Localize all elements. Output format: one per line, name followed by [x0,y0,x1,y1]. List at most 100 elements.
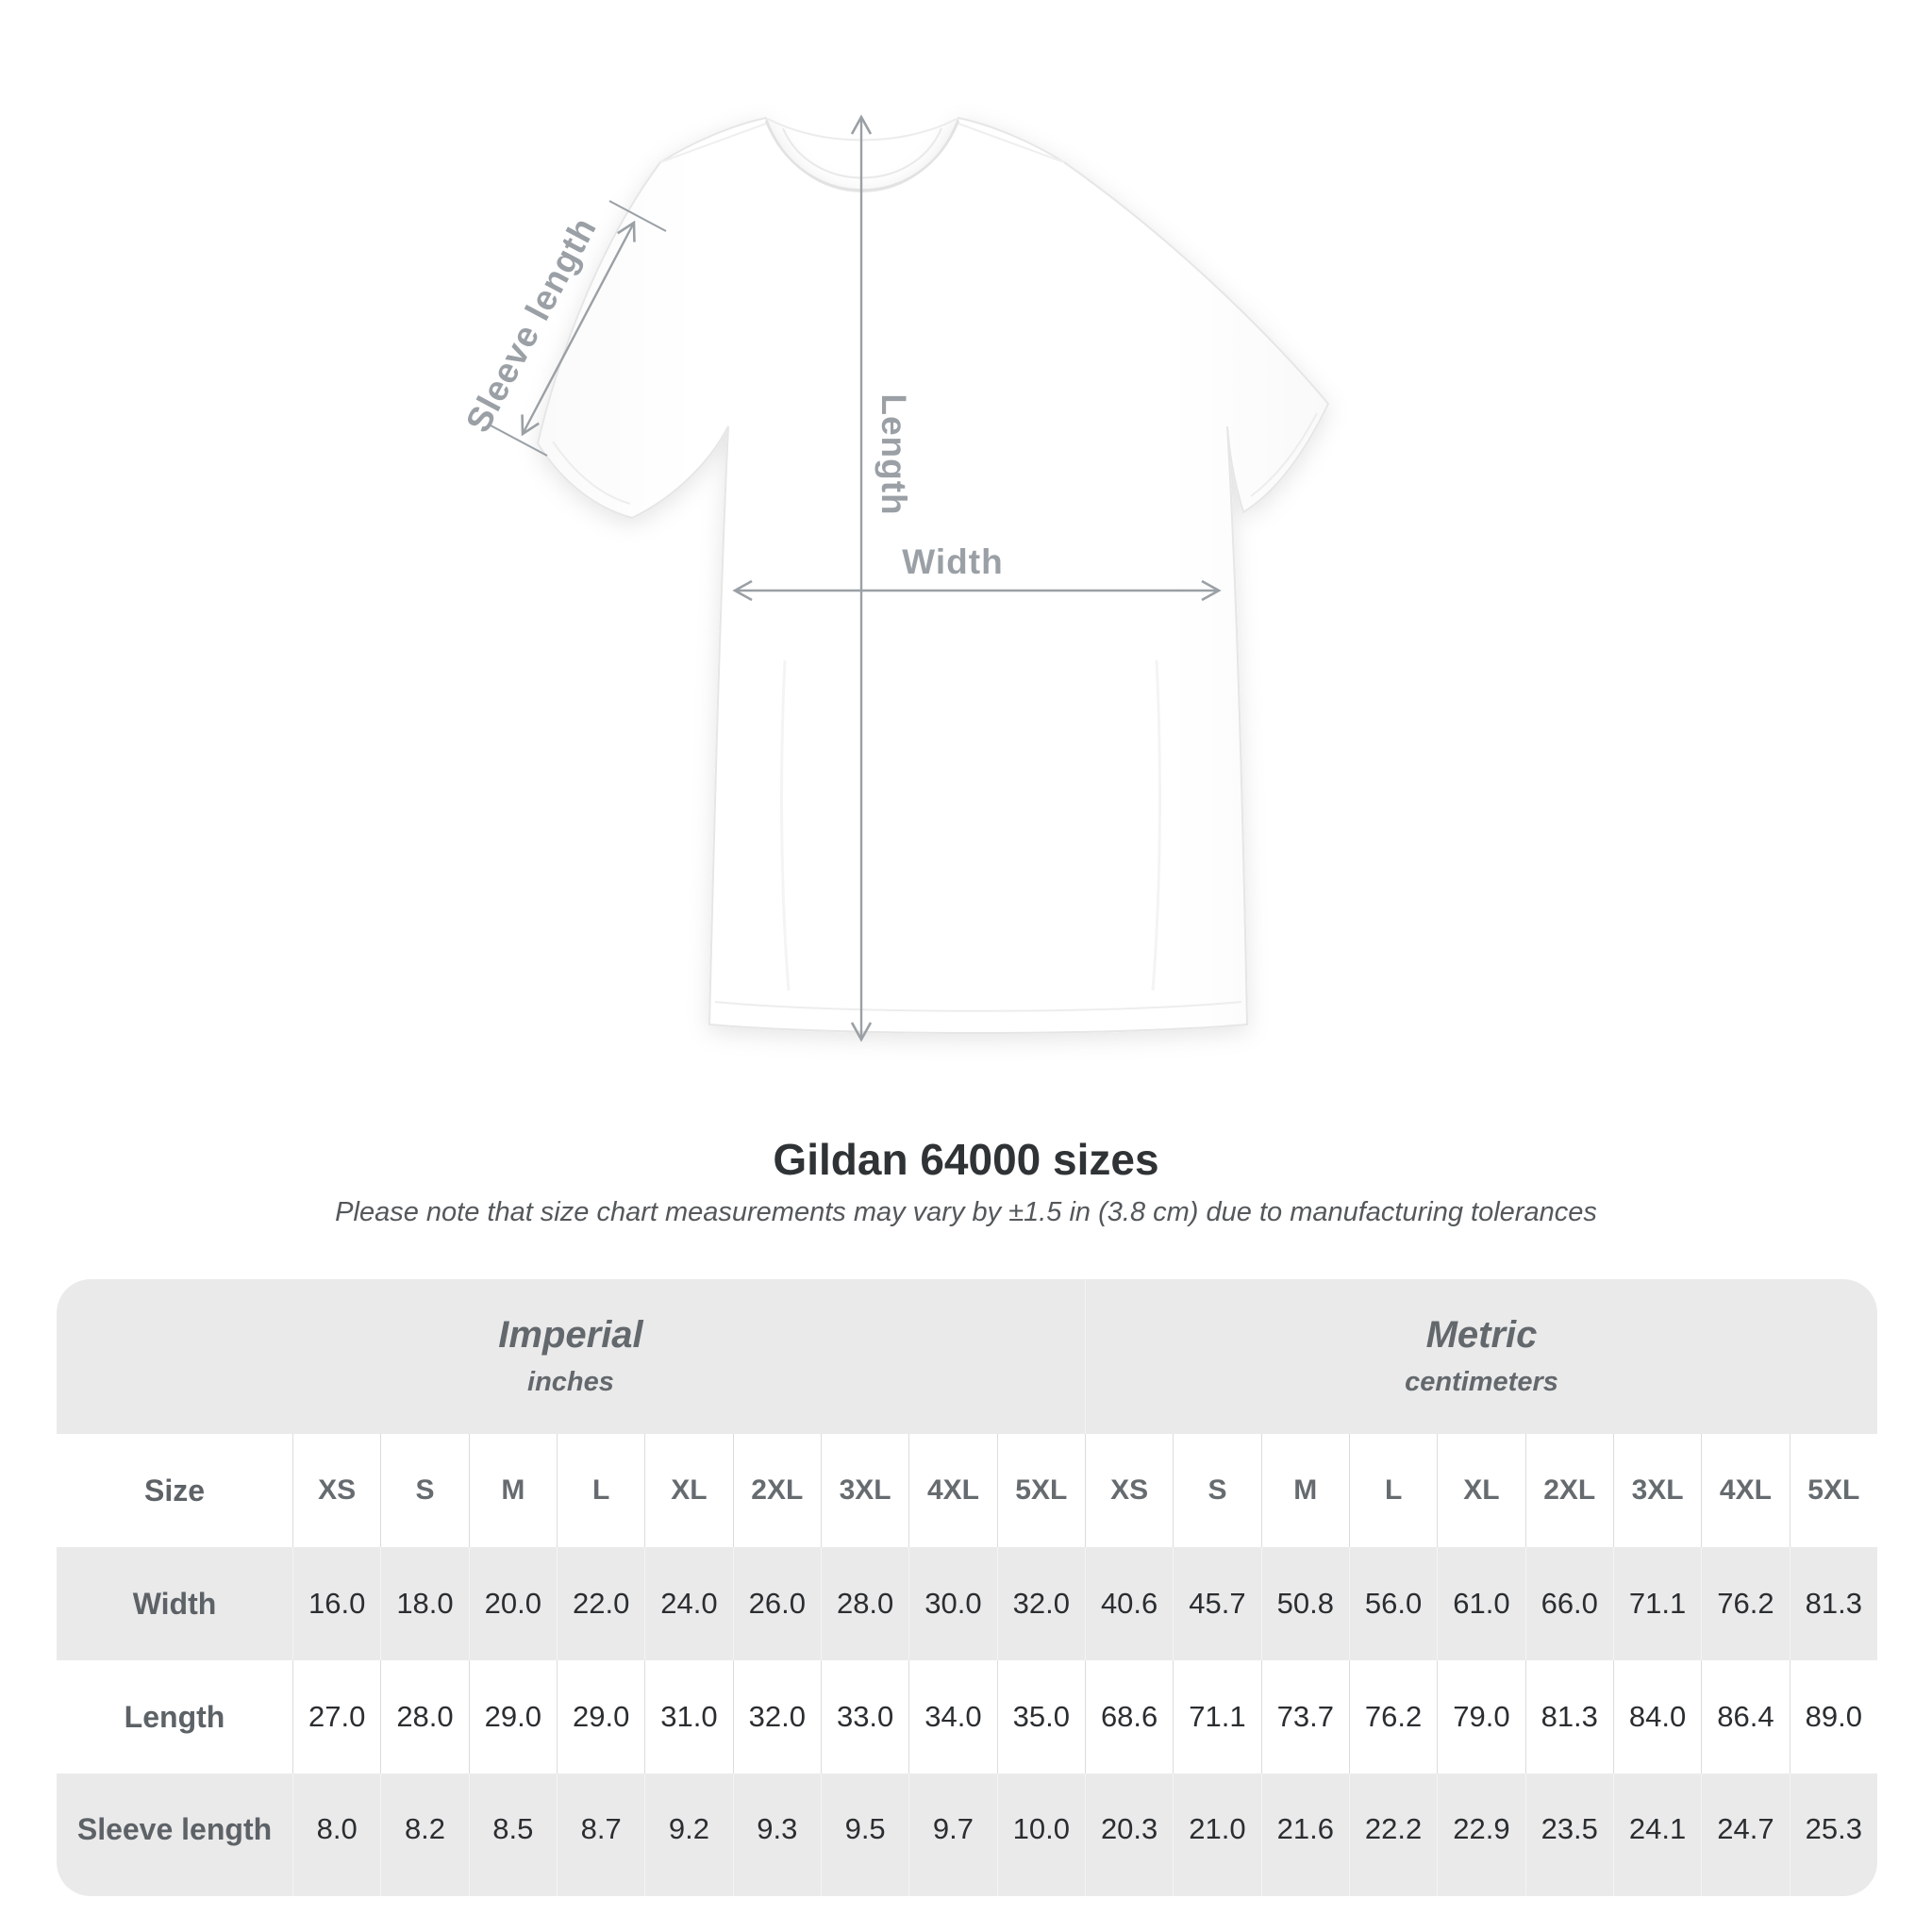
size-header-cell: 3XL [1612,1434,1701,1547]
width-value-cell: 40.6 [1084,1547,1173,1660]
length-value-cell: 33.0 [820,1660,908,1774]
width-value-cell: 66.0 [1524,1547,1613,1660]
size-header-cell: 4XL [908,1434,996,1547]
sleeve-value-cell: 10.0 [996,1774,1085,1896]
size-header-cell: XL [1437,1434,1524,1547]
size-header-cell: S [380,1434,468,1547]
size-header-row: Size XS S M L XL 2XL 3XL 4XL 5XL XS S M … [57,1434,1877,1547]
sleeve-value-cell: 21.6 [1260,1774,1349,1896]
width-value-cell: 61.0 [1437,1547,1524,1660]
length-value-cell: 84.0 [1612,1660,1701,1774]
row-label-width: Width [132,1586,217,1621]
width-value-cell: 81.3 [1789,1547,1877,1660]
width-value-cell: 30.0 [908,1547,996,1660]
width-value-cell: 45.7 [1173,1547,1260,1660]
tshirt-body [536,116,1330,1034]
sleeve-value-cell: 24.1 [1612,1774,1701,1896]
length-value-cell: 68.6 [1084,1660,1173,1774]
sleeve-value-cell: 9.2 [644,1774,732,1896]
sleeve-value-cell: 22.9 [1437,1774,1524,1896]
width-label: Width [902,542,1003,581]
sleeve-dimension-arrow [521,220,636,437]
length-value-cell: 89.0 [1789,1660,1877,1774]
width-row: Width 16.0 18.0 20.0 22.0 24.0 26.0 28.0… [57,1547,1877,1660]
size-header-cell: XL [644,1434,732,1547]
length-value-cell: 31.0 [644,1660,732,1774]
size-header-cell: M [468,1434,557,1547]
length-value-cell: 28.0 [380,1660,468,1774]
page-title: Gildan 64000 sizes [773,1135,1159,1184]
row-label-length: Length [124,1699,225,1734]
length-value-cell: 29.0 [468,1660,557,1774]
length-value-cell: 32.0 [732,1660,821,1774]
size-header-cell: 5XL [1789,1434,1877,1547]
size-header-cell: 2XL [1524,1434,1613,1547]
length-value-cell: 27.0 [292,1660,380,1774]
length-value-cell: 86.4 [1701,1660,1789,1774]
length-row: Length 27.0 28.0 29.0 29.0 31.0 32.0 33.… [57,1660,1877,1774]
metric-units-label: centimeters [1405,1367,1558,1397]
width-value-cell: 50.8 [1260,1547,1349,1660]
length-value-cell: 79.0 [1437,1660,1524,1774]
width-value-cell: 20.0 [468,1547,557,1660]
sleeve-value-cell: 24.7 [1701,1774,1789,1896]
length-value-cell: 29.0 [556,1660,644,1774]
imperial-label: Imperial [498,1314,643,1356]
sleeve-value-cell: 9.7 [908,1774,996,1896]
tolerance-note: Please note that size chart measurements… [335,1197,1597,1227]
metric-group-header: Metric centimeters [1084,1279,1877,1434]
sleeve-value-cell: 9.3 [732,1774,821,1896]
sleeve-dimension-end-tick [608,200,667,232]
sleeve-value-cell: 8.5 [468,1774,557,1896]
sleeve-value-cell: 25.3 [1789,1774,1877,1896]
size-header-cell: 5XL [996,1434,1085,1547]
length-value-cell: 35.0 [996,1660,1085,1774]
width-value-cell: 28.0 [820,1547,908,1660]
row-label-sleeve-length: Sleeve length [76,1811,273,1846]
imperial-units-label: inches [527,1367,614,1397]
sleeve-dimension-start-tick [490,425,548,457]
size-header-cell: L [1348,1434,1437,1547]
sleeve-value-cell: 20.3 [1084,1774,1173,1896]
sleeve-length-row: Sleeve length 8.0 8.2 8.5 8.7 9.2 9.3 9.… [57,1774,1877,1896]
length-value-cell: 71.1 [1173,1660,1260,1774]
width-value-cell: 71.1 [1612,1547,1701,1660]
unit-header-row: Imperial inches Metric centimeters [57,1279,1877,1434]
size-header-cell: 2XL [732,1434,821,1547]
size-header-cell: M [1260,1434,1349,1547]
length-value-cell: 73.7 [1260,1660,1349,1774]
sleeve-value-cell: 8.7 [556,1774,644,1896]
dimension-annotations [490,114,1222,1042]
length-label: Length [874,393,913,515]
width-value-cell: 56.0 [1348,1547,1437,1660]
sleeve-value-cell: 23.5 [1524,1774,1613,1896]
width-value-cell: 18.0 [380,1547,468,1660]
length-value-cell: 34.0 [908,1660,996,1774]
length-value-cell: 76.2 [1348,1660,1437,1774]
tshirt-illustration [536,116,1330,1034]
length-value-cell: 81.3 [1524,1660,1613,1774]
width-value-cell: 22.0 [556,1547,644,1660]
metric-label: Metric [1425,1314,1538,1356]
size-header-cell: S [1173,1434,1260,1547]
width-value-cell: 24.0 [644,1547,732,1660]
width-value-cell: 76.2 [1701,1547,1789,1660]
sleeve-value-cell: 22.2 [1348,1774,1437,1896]
imperial-group-header: Imperial inches [57,1279,1085,1434]
sleeve-value-cell: 9.5 [820,1774,908,1896]
size-header-cell: 4XL [1701,1434,1789,1547]
width-value-cell: 16.0 [292,1547,380,1660]
size-header-cell: L [556,1434,644,1547]
width-value-cell: 26.0 [732,1547,821,1660]
size-table: Imperial inches Metric centimeters Size … [57,1279,1877,1896]
sleeve-value-cell: 8.2 [380,1774,468,1896]
size-table-panel: Imperial inches Metric centimeters Size … [57,1279,1877,1896]
size-column-header: Size [143,1473,206,1507]
sleeve-value-cell: 8.0 [292,1774,380,1896]
tshirt-measurement-diagram: Sleeve length Length Width [458,114,1330,1042]
sleeve-value-cell: 21.0 [1173,1774,1260,1896]
size-header-cell: XS [292,1434,380,1547]
size-header-cell: XS [1084,1434,1173,1547]
width-value-cell: 32.0 [996,1547,1085,1660]
